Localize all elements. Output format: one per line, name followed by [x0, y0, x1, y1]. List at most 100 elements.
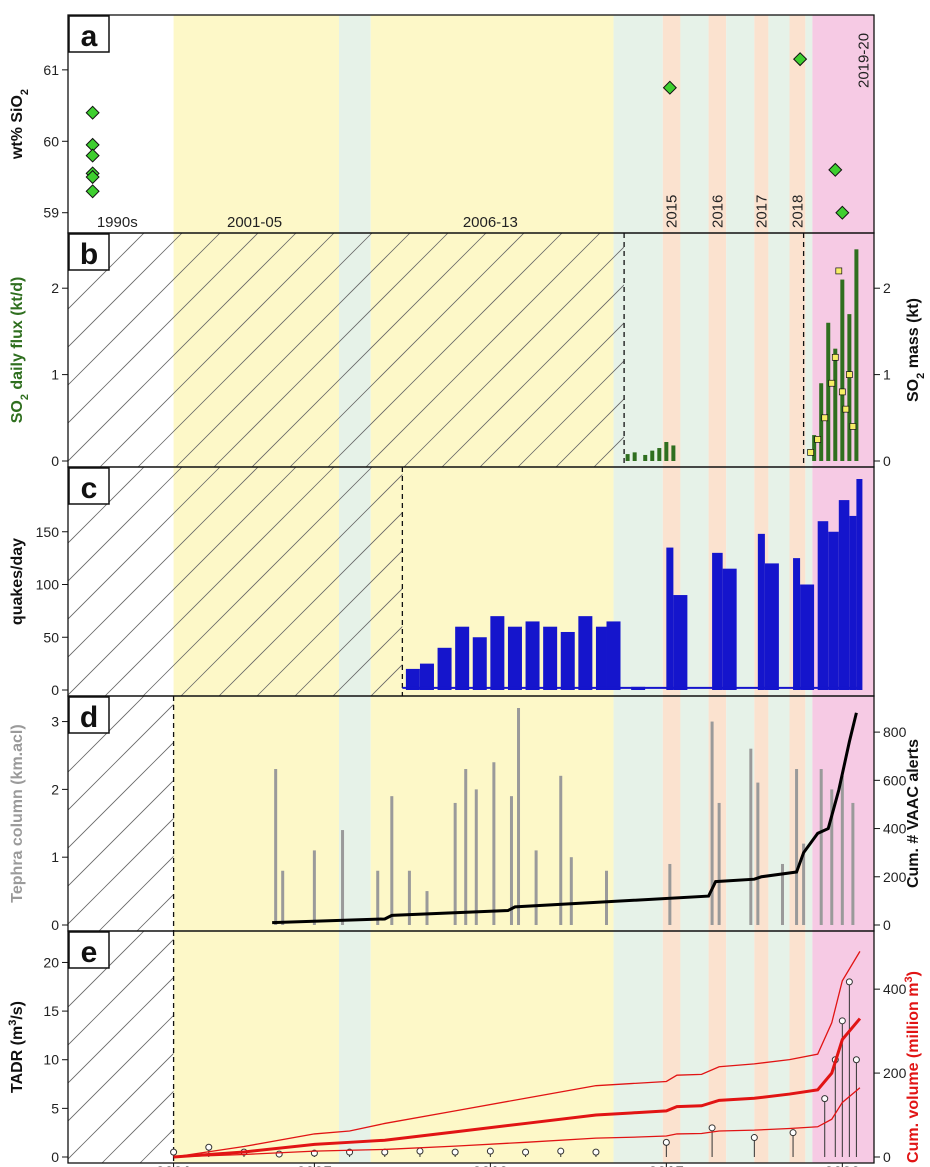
- hatch-line: [517, 360, 625, 467]
- hatch-line: [294, 588, 403, 696]
- era-label-2015: 2015: [664, 195, 681, 228]
- ytick-label: 61: [43, 62, 59, 78]
- hatch-line: [68, 233, 259, 424]
- tephra-bar: [668, 863, 672, 925]
- tephra-bar: [830, 789, 834, 925]
- quake-bar: [490, 616, 505, 690]
- panel-letter-box-c: [68, 467, 110, 505]
- tephra-bar: [710, 721, 714, 925]
- ytick-label: 59: [43, 205, 59, 221]
- hatch-panel-d: [68, 696, 174, 931]
- sio2-point: [85, 137, 100, 152]
- panel-letter-e: e: [81, 936, 98, 969]
- ylabel-e-right-part: 3: [903, 976, 915, 982]
- sio2-point: [793, 52, 808, 67]
- tadr-point: [275, 1150, 283, 1158]
- tadr-point: [205, 1143, 213, 1151]
- ylabel-e-left: TADR (m3/s): [7, 1001, 26, 1093]
- xtick-label: 2015: [649, 1164, 685, 1167]
- tephra-bar: [425, 891, 429, 925]
- ytick-label: 2: [51, 781, 59, 797]
- ylabel-b-right-part: mass (kt): [905, 298, 922, 373]
- tephra-bar: [795, 769, 799, 925]
- ylabel-e-left-part: TADR (m: [9, 1026, 26, 1093]
- tephra-bar: [312, 850, 316, 925]
- hatch-line: [180, 474, 403, 696]
- ytick-label: 1: [51, 367, 59, 383]
- quake-bar: [666, 547, 674, 690]
- so2-mass-point: [835, 267, 843, 275]
- tadr-point: [522, 1148, 530, 1156]
- quake-bar: [817, 521, 829, 690]
- hatch-line: [441, 284, 625, 467]
- so2-mass-point: [846, 371, 853, 378]
- hatch-line: [99, 233, 335, 467]
- hatch-line: [68, 233, 183, 348]
- ytick-label: 0: [883, 917, 891, 933]
- hatch-line: [256, 550, 403, 696]
- tephra-bar: [390, 796, 394, 925]
- tephra-bar: [802, 843, 806, 925]
- quake-bar: [455, 626, 470, 690]
- hatch-line: [289, 233, 525, 467]
- quake-bar: [595, 626, 607, 690]
- tephra-bar: [780, 863, 784, 925]
- ytick-label: 10: [43, 1052, 59, 1068]
- ytick-label: 1: [883, 367, 891, 383]
- hatch-line: [68, 817, 174, 925]
- hatch-line: [332, 626, 403, 696]
- cum-volume-line: [173, 1017, 862, 1159]
- hatch-line: [98, 855, 174, 931]
- quake-bar: [419, 663, 434, 690]
- ytick-label: 0: [51, 682, 59, 698]
- hatch-panel-c: [68, 467, 403, 696]
- ylabel-a: wt% SiO2: [9, 89, 31, 160]
- quake-bar: [828, 531, 839, 690]
- quake-bar: [856, 479, 863, 690]
- tephra-bar: [569, 857, 573, 925]
- quake-bar: [673, 595, 688, 690]
- quake-bar: [472, 637, 487, 690]
- sio2-point: [662, 80, 677, 95]
- cum-volume-bound-line: [173, 1087, 861, 1158]
- panel-frame-e: [67, 930, 875, 1164]
- ylabel-b-right-part: SO: [905, 379, 922, 402]
- tadr-point: [708, 1124, 716, 1132]
- ylabel-d-left: Tephra column (km.acl): [9, 724, 26, 902]
- tephra-bar: [407, 870, 411, 925]
- panel-letter-b: b: [80, 238, 98, 271]
- tadr-point: [852, 1056, 860, 1064]
- sio2-point: [828, 162, 843, 177]
- quake-bar: [849, 515, 857, 690]
- tephra-bar: [474, 789, 478, 925]
- tephra-bar: [509, 796, 513, 925]
- so2-flux-bar: [657, 448, 662, 461]
- ytick-label: 0: [883, 1149, 891, 1165]
- quake-bar: [606, 621, 621, 690]
- cum-volume-bound-line: [173, 951, 861, 1158]
- hatch-line: [137, 233, 373, 467]
- so2-mass-point: [821, 414, 829, 422]
- era-band-gap-2015: [680, 15, 709, 1163]
- hatch-line: [218, 512, 403, 696]
- hatch-line: [251, 233, 487, 467]
- hatch-line: [68, 467, 183, 582]
- ylabel-b-left-part: 2: [19, 394, 31, 400]
- ylabel-b-right: SO2 mass (kt): [905, 298, 927, 402]
- ylabel-d-left-part: Tephra column (km.acl): [9, 724, 26, 902]
- ytick-label: 0: [51, 1149, 59, 1165]
- sio2-point: [85, 148, 100, 163]
- so2-mass-point: [828, 379, 836, 387]
- quake-bar: [800, 584, 815, 690]
- quake-bar: [507, 626, 522, 690]
- hatch-line: [68, 233, 221, 386]
- tephra-bar: [464, 769, 468, 925]
- era-band-gap-2005: [339, 15, 371, 1163]
- hatch-line: [403, 246, 625, 467]
- so2-flux-bar: [625, 454, 630, 461]
- hatch-line: [68, 467, 259, 658]
- era-label-2016: 2016: [709, 195, 726, 228]
- hatch-line: [68, 233, 145, 310]
- ylabel-a-part: 2: [19, 89, 31, 95]
- tephra-bar: [492, 762, 496, 925]
